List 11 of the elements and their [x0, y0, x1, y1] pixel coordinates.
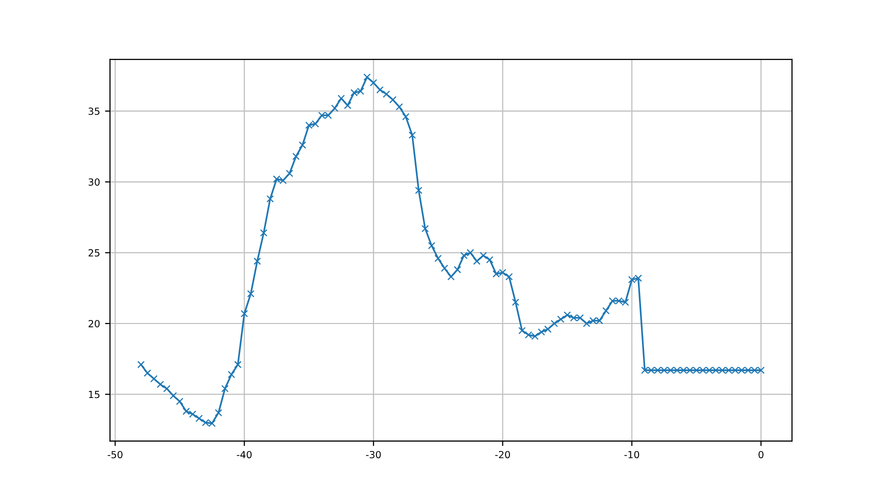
y-tick-label: 15 [88, 390, 100, 398]
y-tick-label: 35 [88, 108, 100, 115]
x-tick-label: -20 [495, 450, 510, 458]
y-tick-label: 30 [88, 178, 100, 186]
x-tick-label: -10 [624, 450, 640, 458]
x-tick-label: 0 [758, 450, 764, 458]
x-tick-label: -30 [366, 450, 381, 458]
x-tick-label: -50 [108, 450, 122, 458]
y-tick-label: 25 [88, 249, 100, 257]
x-tick-label: -40 [236, 450, 252, 458]
y-tick-label: 20 [88, 320, 100, 328]
